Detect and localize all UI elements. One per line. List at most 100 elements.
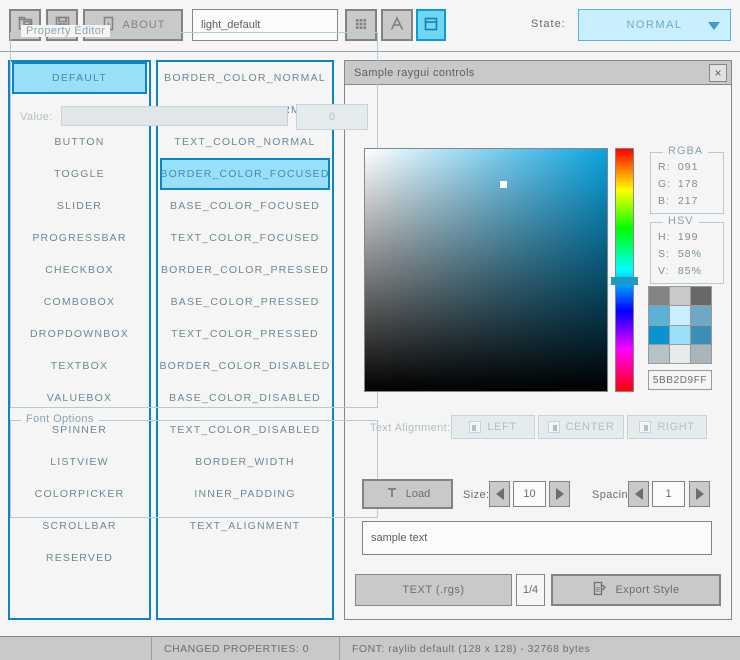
- style-name-input[interactable]: [192, 9, 338, 41]
- list-item-label: SLIDER: [56, 200, 103, 212]
- font-spacing-increment-button[interactable]: [689, 481, 710, 507]
- font-size-decrement-button[interactable]: [489, 481, 510, 507]
- rgba-row-b: B: 217: [658, 195, 720, 207]
- list-item-text-color-pressed[interactable]: TEXT_COLOR_PRESSED: [160, 318, 330, 350]
- rgba-value-r: 091: [677, 161, 699, 173]
- load-font-button[interactable]: Load: [362, 479, 453, 509]
- toggle-font-button[interactable]: [381, 9, 413, 41]
- hsv-row-v: V: 85%: [658, 265, 720, 277]
- sample-text-input[interactable]: sample text: [362, 521, 712, 555]
- list-item-combobox[interactable]: COMBOBOX: [12, 286, 147, 318]
- align-left-button[interactable]: LEFT: [451, 415, 535, 439]
- chevron-left-icon: [495, 488, 504, 500]
- list-item-border-color-disabled[interactable]: BORDER_COLOR_DISABLED: [159, 350, 331, 382]
- list-item-label: TEXT_COLOR_NORMAL: [174, 136, 316, 148]
- list-item-border-color-normal[interactable]: BORDER_COLOR_NORMAL: [160, 62, 330, 94]
- palette-swatch-8[interactable]: [691, 325, 711, 344]
- color-cursor-icon[interactable]: [500, 181, 507, 188]
- list-item-base-color-disabled[interactable]: BASE_COLOR_DISABLED: [160, 382, 330, 414]
- properties-listview[interactable]: BORDER_COLOR_NORMALBASE_COLOR_NORMALTEXT…: [156, 60, 334, 620]
- value-slider[interactable]: [61, 106, 288, 126]
- value-label: Value:: [20, 111, 53, 123]
- status-empty-cell: [0, 637, 152, 660]
- toggle-window-button[interactable]: [416, 9, 446, 41]
- export-style-button[interactable]: E Export Style: [551, 574, 721, 606]
- list-item-label: BORDER_COLOR_DISABLED: [159, 360, 331, 372]
- toggle-grid-button[interactable]: [345, 9, 377, 41]
- align-right-button[interactable]: RIGHT: [627, 415, 707, 439]
- rgba-value-b: 217: [677, 195, 699, 207]
- load-font-label: Load: [405, 488, 431, 500]
- list-item-border-color-pressed[interactable]: BORDER_COLOR_PRESSED: [160, 254, 330, 286]
- palette-swatch-0[interactable]: [649, 287, 669, 306]
- list-item-checkbox[interactable]: CHECKBOX: [12, 254, 147, 286]
- font-spacing-decrement-button[interactable]: [628, 481, 649, 507]
- hsv-value-v: 85%: [677, 265, 702, 277]
- window-titlebar[interactable]: Sample raygui controls ×: [345, 61, 731, 85]
- list-item-dropdownbox[interactable]: DROPDOWNBOX: [12, 318, 147, 350]
- palette-swatch-7[interactable]: [670, 325, 690, 344]
- property-editor-group: Property Editor: [10, 25, 378, 408]
- font-spacing-value[interactable]: 1: [652, 481, 685, 507]
- close-icon[interactable]: ×: [709, 64, 727, 82]
- list-item-label: TEXT_COLOR_FOCUSED: [170, 232, 320, 244]
- font-options-title: Font Options: [21, 413, 99, 425]
- list-item-valuebox[interactable]: VALUEBOX: [12, 382, 147, 414]
- status-bar: CHANGED PROPERTIES: 0 FONT: raylib defau…: [0, 636, 740, 660]
- list-item-text-color-normal[interactable]: TEXT_COLOR_NORMAL: [160, 126, 330, 158]
- palette-swatch-11[interactable]: [691, 344, 711, 363]
- list-item-label: INNER_PADDING: [194, 488, 296, 500]
- list-item-button[interactable]: BUTTON: [12, 126, 147, 158]
- palette-swatch-1[interactable]: [670, 287, 690, 306]
- export-format-dropdown[interactable]: TEXT (.rgs): [355, 574, 512, 606]
- controls-listview[interactable]: DEFAULTLABELBUTTONTOGGLESLIDERPROGRESSBA…: [8, 60, 151, 620]
- export-style-label: Export Style: [615, 584, 680, 596]
- align-right-icon: [639, 421, 652, 433]
- rgba-key-b: B:: [658, 195, 670, 207]
- list-item-toggle[interactable]: TOGGLE: [12, 158, 147, 190]
- palette-swatch-9[interactable]: [649, 344, 669, 363]
- align-center-button[interactable]: CENTER: [538, 415, 624, 439]
- palette-swatch-5[interactable]: [691, 306, 711, 325]
- list-item-listview[interactable]: LISTVIEW: [12, 446, 147, 478]
- palette-swatch-4[interactable]: [670, 306, 690, 325]
- list-item-default[interactable]: DEFAULT: [12, 62, 147, 94]
- palette-swatch-3[interactable]: [649, 306, 669, 325]
- list-item-label: BORDER_COLOR_NORMAL: [164, 72, 326, 84]
- font-size-value[interactable]: 10: [513, 481, 546, 507]
- list-item-text-color-focused[interactable]: TEXT_COLOR_FOCUSED: [160, 222, 330, 254]
- value-box[interactable]: 0: [296, 104, 368, 130]
- list-item-scrollbar[interactable]: SCROLLBAR: [12, 510, 147, 542]
- palette-swatch-6[interactable]: [649, 325, 669, 344]
- color-palette[interactable]: [648, 286, 712, 364]
- list-item-slider[interactable]: SLIDER: [12, 190, 147, 222]
- palette-swatch-2[interactable]: [691, 287, 711, 306]
- font-t-icon: [385, 486, 399, 503]
- list-item-base-color-pressed[interactable]: BASE_COLOR_PRESSED: [160, 286, 330, 318]
- rgba-value-g: 178: [677, 178, 699, 190]
- list-item-progressbar[interactable]: PROGRESSBAR: [12, 222, 147, 254]
- hex-value-input[interactable]: 5BB2D9FF: [648, 370, 712, 390]
- palette-swatch-10[interactable]: [670, 344, 690, 363]
- list-item-label: BORDER_COLOR_FOCUSED: [160, 168, 330, 180]
- font-size-increment-button[interactable]: [549, 481, 570, 507]
- hsv-title: HSV: [663, 215, 699, 227]
- list-item-border-color-focused[interactable]: BORDER_COLOR_FOCUSED: [160, 158, 330, 190]
- state-dropdown[interactable]: NORMAL: [578, 9, 731, 41]
- list-item-text-color-disabled[interactable]: TEXT_COLOR_DISABLED: [160, 414, 330, 446]
- list-item-border-width[interactable]: BORDER_WIDTH: [160, 446, 330, 478]
- page-indicator[interactable]: 1/4: [516, 574, 545, 606]
- colorpicker-hue-bar[interactable]: [615, 148, 634, 392]
- list-item-label: TEXT_ALIGNMENT: [189, 520, 301, 532]
- hue-slider-handle[interactable]: [611, 277, 638, 285]
- colorpicker-saturation-value-area[interactable]: [364, 148, 608, 392]
- list-item-inner-padding[interactable]: INNER_PADDING: [160, 478, 330, 510]
- list-item-reserved[interactable]: RESERVED: [12, 542, 147, 574]
- list-item-colorpicker[interactable]: COLORPICKER: [12, 478, 147, 510]
- text-alignment-label: Text Alignment:: [370, 422, 451, 434]
- list-item-base-color-focused[interactable]: BASE_COLOR_FOCUSED: [160, 190, 330, 222]
- hsv-key-s: S:: [658, 248, 670, 260]
- list-item-textbox[interactable]: TEXTBOX: [12, 350, 147, 382]
- list-item-text-alignment[interactable]: TEXT_ALIGNMENT: [160, 510, 330, 542]
- list-item-spinner[interactable]: SPINNER: [12, 414, 147, 446]
